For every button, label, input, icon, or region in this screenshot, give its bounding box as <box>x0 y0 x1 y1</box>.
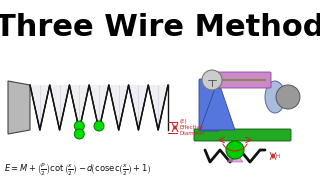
Polygon shape <box>8 81 30 134</box>
Circle shape <box>74 129 84 139</box>
Ellipse shape <box>265 81 285 113</box>
Polygon shape <box>89 85 109 130</box>
FancyBboxPatch shape <box>194 129 291 141</box>
FancyBboxPatch shape <box>214 72 271 88</box>
Polygon shape <box>50 85 69 130</box>
Circle shape <box>202 70 222 90</box>
Polygon shape <box>30 85 168 130</box>
Polygon shape <box>200 80 235 130</box>
Circle shape <box>226 141 244 159</box>
Text: Three Wire Method: Three Wire Method <box>0 12 320 42</box>
Polygon shape <box>227 152 243 162</box>
Polygon shape <box>109 85 129 130</box>
FancyBboxPatch shape <box>199 79 219 131</box>
Circle shape <box>276 85 300 109</box>
Polygon shape <box>148 85 168 130</box>
Text: H: H <box>276 154 280 159</box>
Circle shape <box>94 121 104 131</box>
Circle shape <box>74 121 84 131</box>
Polygon shape <box>129 85 148 130</box>
Polygon shape <box>30 85 50 130</box>
Text: (E)
Effective
Diameter: (E) Effective Diameter <box>179 119 205 136</box>
Text: $E = M + \left(\frac{P}{2}\right)\cot\left(\frac{x}{2}\right) - d\!\left(\mathrm: $E = M + \left(\frac{P}{2}\right)\cot\le… <box>4 162 152 178</box>
Polygon shape <box>69 85 89 130</box>
